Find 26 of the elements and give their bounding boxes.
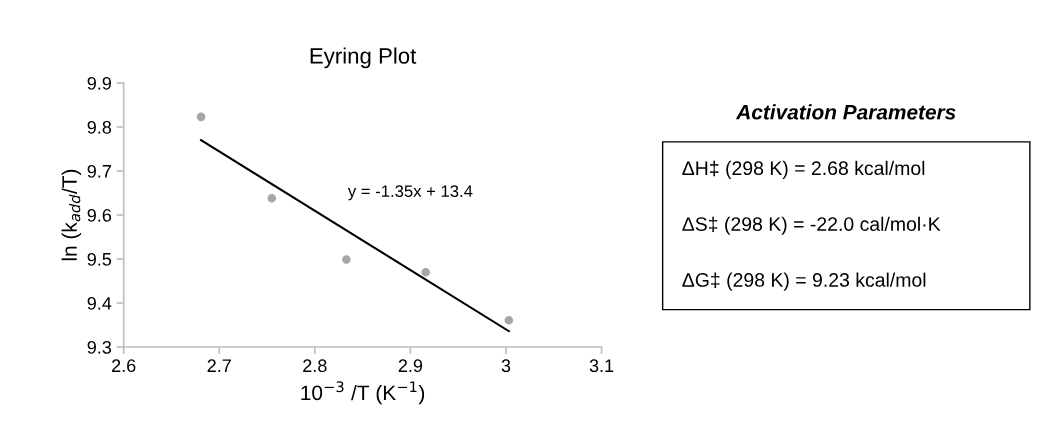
- point: [504, 315, 514, 325]
- y-tick-label: 9.9: [87, 76, 112, 90]
- x-tick-label: 3.1: [589, 359, 614, 373]
- y-tick-label: 9.8: [87, 120, 112, 134]
- annotation: y = -1.35x + 13.4: [347, 185, 473, 201]
- y-tick-label: 9.6: [87, 208, 112, 222]
- x-tick-label: 2.6: [112, 359, 136, 373]
- point: [196, 112, 206, 122]
- x-tick-label: 2.7: [207, 359, 231, 372]
- chart-title: Eyring Plot: [310, 47, 417, 69]
- text: ΔH‡ (298 K) = 2.68 kcal/mol: [682, 160, 925, 179]
- y-tick-label: 9.7: [87, 164, 111, 178]
- x-tick-label: 3: [501, 359, 511, 373]
- y-tick-label: 9.3: [87, 340, 112, 354]
- x-tick-label: 2.9: [398, 359, 423, 373]
- y-tick-label: 9.5: [87, 252, 112, 266]
- x-axis-title: 10$^{−3}$ /T (K$^{−1}$): [301, 381, 425, 405]
- x-tick-label: 2.8: [303, 359, 327, 373]
- text: ΔS‡ (298 K) = -22.0 cal/mol·K: [682, 216, 941, 235]
- text: ΔG‡ (298 K) = 9.23 kcal/mol: [682, 272, 926, 291]
- y-axis-title: ln (k$_{add}$/T): [61, 169, 82, 261]
- y-tick-label: 9.4: [87, 296, 112, 310]
- point: [267, 194, 277, 203]
- point: [342, 255, 351, 264]
- point: [421, 267, 430, 277]
- text: Activation Parameters: [735, 104, 956, 120]
